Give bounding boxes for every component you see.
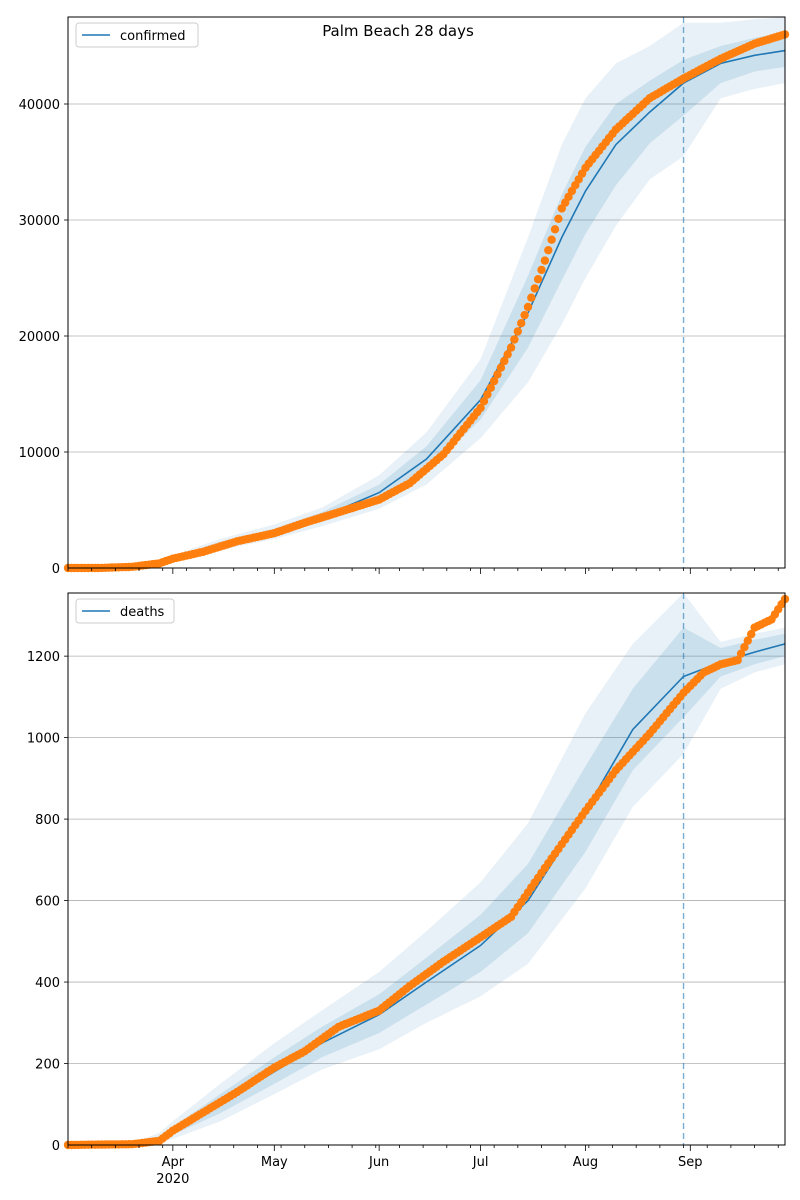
x-tick-label: Aug bbox=[573, 1155, 598, 1170]
confirmed-panel: 0 10000 20000 30000 40000 confirmed bbox=[19, 16, 790, 577]
legend-box bbox=[75, 598, 175, 624]
legend-label: deaths bbox=[120, 605, 165, 620]
y-tick-label: 800 bbox=[35, 813, 60, 828]
legend-box bbox=[75, 22, 199, 48]
y-tick-label: 400 bbox=[35, 976, 60, 991]
confidence-band-outer bbox=[68, 593, 785, 1145]
plot-frame bbox=[67, 592, 786, 1146]
observed-point bbox=[496, 363, 506, 372]
observed-point bbox=[537, 265, 546, 275]
observed-point bbox=[489, 376, 499, 386]
observed-point bbox=[506, 343, 516, 352]
observed-point bbox=[483, 390, 492, 399]
deaths-panel: 0 200 400 600 800 1000 1200 Apr 2020 May Jun Jul Aug… bbox=[27, 592, 790, 1187]
y-tick-label: 0 bbox=[52, 1139, 60, 1154]
observed-point bbox=[486, 383, 495, 392]
y-tick-label: 1000 bbox=[27, 732, 60, 747]
observed-point bbox=[500, 356, 509, 366]
x-tick-label: May bbox=[261, 1155, 288, 1170]
y-tick-label: 30000 bbox=[19, 214, 60, 229]
plot-frame bbox=[67, 16, 786, 569]
observed-point bbox=[513, 327, 522, 336]
observed-point bbox=[743, 636, 752, 645]
legend-label: confirmed bbox=[120, 29, 186, 44]
observed-point bbox=[736, 649, 746, 658]
y-tick-label: 40000 bbox=[19, 98, 60, 113]
observed-point bbox=[520, 310, 529, 320]
y-tick-label: 20000 bbox=[19, 330, 60, 345]
observed-point bbox=[547, 235, 556, 244]
observed-point bbox=[554, 214, 563, 223]
confidence-band-inner bbox=[68, 627, 785, 1145]
observed-point bbox=[523, 302, 533, 312]
confidence-band-inner bbox=[68, 32, 785, 569]
observed-point bbox=[476, 403, 485, 413]
observed-point bbox=[533, 275, 543, 284]
observed-point bbox=[540, 256, 550, 265]
observed-point bbox=[550, 225, 560, 234]
x-tick-label: Apr bbox=[162, 1155, 185, 1170]
y-tick-label: 600 bbox=[35, 895, 60, 910]
observed-point bbox=[493, 370, 502, 379]
y-tick-label: 200 bbox=[35, 1058, 60, 1073]
x-tick-label: Jul bbox=[472, 1155, 489, 1170]
observed-point bbox=[517, 319, 526, 328]
chart-title: Palm Beach 28 days bbox=[322, 22, 474, 40]
observed-point bbox=[510, 335, 519, 344]
y-tick-label: 10000 bbox=[19, 446, 60, 461]
observed-point bbox=[740, 643, 749, 652]
observed-point bbox=[503, 350, 512, 359]
observed-point bbox=[733, 656, 742, 665]
observed-point bbox=[747, 629, 756, 639]
y-tick-label: 1200 bbox=[27, 650, 60, 665]
x-tick-sublabel: 2020 bbox=[156, 1172, 189, 1187]
confidence-band-outer bbox=[68, 17, 785, 568]
observed-point bbox=[530, 284, 539, 293]
y-tick-label: 0 bbox=[52, 562, 60, 577]
x-tick-label: Jun bbox=[368, 1155, 389, 1170]
observed-point bbox=[527, 293, 536, 302]
observed-point bbox=[479, 397, 489, 406]
x-tick-label: Sep bbox=[678, 1155, 703, 1170]
observed-point bbox=[544, 246, 553, 255]
